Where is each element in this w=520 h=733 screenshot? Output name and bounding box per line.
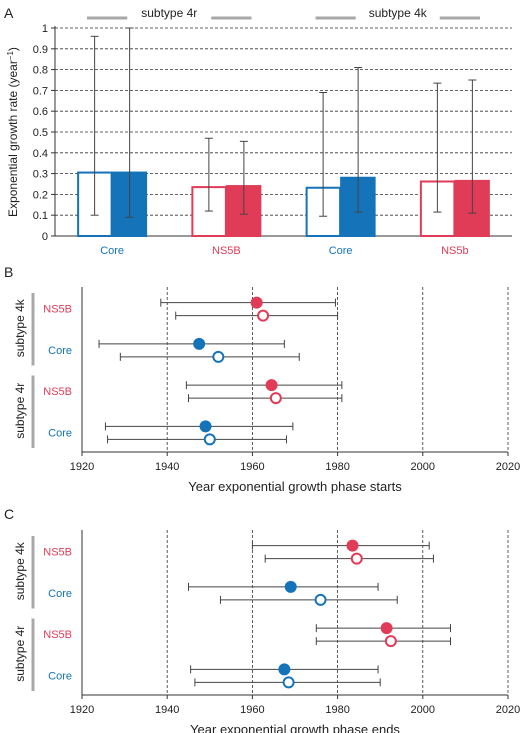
group-title: subtype 4r	[141, 6, 197, 20]
group-title: subtype 4k	[13, 541, 27, 600]
panel-b: B 1920 1940 1960 1980 2000 2020 Year exponentia…	[4, 264, 520, 494]
point-filled	[380, 622, 393, 635]
point-filled	[250, 296, 263, 309]
y-tick-label: 0.6	[33, 106, 48, 118]
y-tick-label: 0.4	[33, 148, 48, 160]
panel-label: B	[4, 264, 13, 280]
point-open	[257, 309, 270, 322]
row-label: NS5B	[43, 304, 72, 316]
group-title: subtype 4r	[13, 383, 27, 439]
x-tick-label: 1960	[240, 461, 264, 473]
x-tick-label: 1980	[325, 461, 349, 473]
x-category-label: Core	[100, 245, 124, 257]
group-title: subtype 4r	[13, 626, 27, 682]
point-filled	[284, 580, 297, 593]
panel-c: C 1920 1940 1960 1980 2000 2020 Year exponentia…	[4, 506, 520, 733]
x-category-label: NS5B	[212, 245, 241, 257]
y-tick-label: 0	[42, 231, 48, 243]
panel-a: A 0 0.1 0.2 0.3 0.4 0.5 0.6 0.7 0.8 0.9 1 Exponentia…	[4, 4, 512, 257]
row-label: NS5B	[43, 629, 72, 641]
y-tick-label: 0.1	[33, 210, 48, 222]
point-filled	[265, 379, 278, 392]
point-open	[282, 676, 295, 689]
panel-label: C	[4, 506, 14, 522]
point-filled	[199, 420, 212, 433]
x-tick-label: 1940	[155, 704, 179, 716]
panel-label: A	[4, 5, 14, 21]
x-category-label: Core	[329, 245, 353, 257]
point-open	[269, 392, 282, 405]
group-title-bg	[355, 4, 440, 22]
point-open	[314, 593, 327, 606]
y-tick-label: 0.2	[33, 189, 48, 201]
point-filled	[193, 337, 206, 350]
x-tick-label: 1920	[70, 461, 94, 473]
y-tick-label: 0.9	[33, 44, 48, 56]
x-tick-label: 1980	[325, 704, 349, 716]
group-title: subtype 4k	[369, 6, 428, 20]
point-open	[384, 635, 397, 648]
point-open	[203, 433, 216, 446]
y-tick-label: 0.5	[33, 127, 48, 139]
point-filled	[278, 663, 291, 676]
x-tick-label: 1940	[155, 461, 179, 473]
point-open	[212, 350, 225, 363]
point-filled	[346, 539, 359, 552]
y-tick-label: 0.3	[33, 169, 48, 181]
row-label: NS5B	[43, 386, 72, 398]
y-tick-label: 0.7	[33, 85, 48, 97]
row-label: Core	[48, 588, 72, 600]
row-label: NS5B	[43, 547, 72, 559]
row-label: Core	[48, 427, 72, 439]
point-open	[350, 552, 363, 565]
x-axis-label: Year exponential growth phase starts	[188, 479, 402, 494]
group-title: subtype 4k	[13, 298, 27, 357]
x-tick-label: 2000	[411, 461, 435, 473]
y-tick-label: 0.8	[33, 65, 48, 77]
y-axis-label: Exponential growth rate (year−1)	[6, 47, 20, 217]
x-tick-label: 2000	[411, 704, 435, 716]
x-tick-label: 1920	[70, 704, 94, 716]
x-axis-label: Year exponential growth phase ends	[190, 722, 400, 733]
x-tick-label: 2020	[496, 704, 520, 716]
row-label: Core	[48, 670, 72, 682]
group-title-bg	[127, 4, 212, 22]
y-tick-label: 1	[42, 23, 48, 35]
x-tick-label: 2020	[496, 461, 520, 473]
x-category-label: NS5b	[441, 245, 469, 257]
x-tick-label: 1960	[240, 704, 264, 716]
row-label: Core	[48, 345, 72, 357]
